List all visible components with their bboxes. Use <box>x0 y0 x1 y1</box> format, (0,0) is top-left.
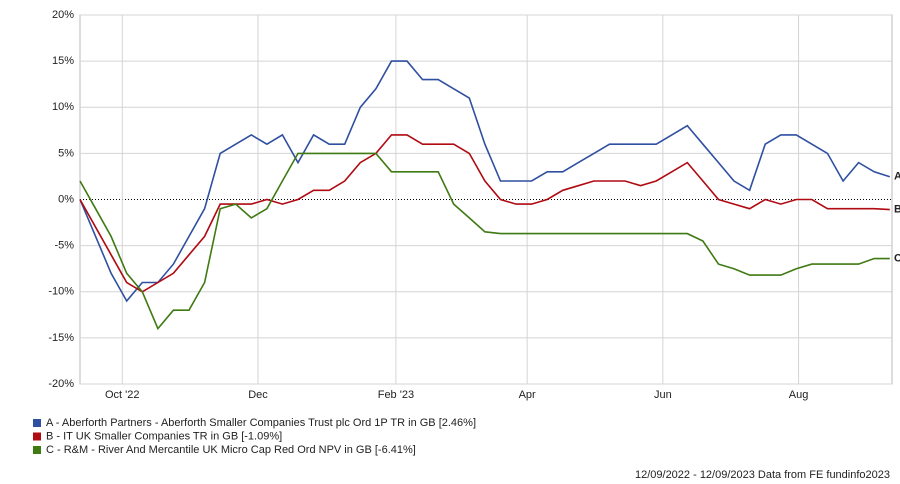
y-tick-label: -5% <box>54 240 74 252</box>
end-label: B <box>894 203 900 215</box>
y-tick-label: 15% <box>52 55 74 67</box>
series-line <box>79 152 890 331</box>
y-tick-label: -10% <box>48 286 74 298</box>
legend-label: B - IT UK Smaller Companies TR in GB [-1… <box>46 430 282 442</box>
series-line <box>79 60 891 303</box>
y-tick-label: 5% <box>58 147 74 159</box>
legend-label: A - Aberforth Partners - Aberforth Small… <box>46 417 476 429</box>
legend-swatch <box>33 446 41 454</box>
y-tick-label: 0% <box>58 193 74 205</box>
x-tick-label: Feb '23 <box>378 389 414 401</box>
x-tick-label: Oct '22 <box>105 389 140 401</box>
y-tick-label: 10% <box>52 101 74 113</box>
x-tick-label: Dec <box>248 389 268 401</box>
x-tick-label: Jun <box>654 389 672 401</box>
legend-swatch <box>33 432 41 441</box>
y-tick-label: -15% <box>48 332 74 344</box>
end-label: C <box>894 253 900 265</box>
series-line <box>79 134 890 293</box>
x-tick-label: Apr <box>519 389 536 401</box>
footer: 12/09/2022 - 12/09/2023 Data from FE fun… <box>635 469 890 481</box>
y-tick-label: -20% <box>48 378 74 390</box>
legend-swatch <box>33 419 41 427</box>
end-label: A <box>894 171 900 183</box>
y-tick-label: 20% <box>52 9 74 21</box>
legend-label: C - R&M - River And Mercantile UK Micro … <box>46 444 416 456</box>
x-tick-label: Aug <box>789 389 809 401</box>
